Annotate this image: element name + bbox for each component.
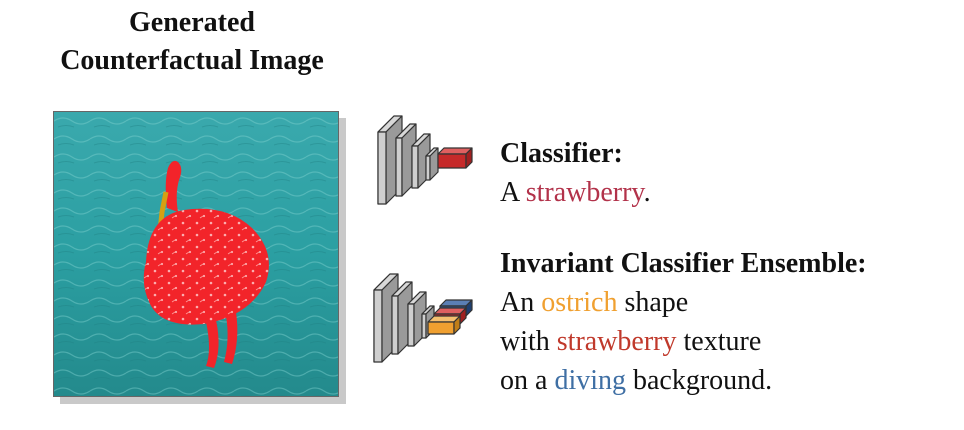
- ostrich-strawberry-illustration: [54, 112, 338, 396]
- counterfactual-image: [53, 111, 339, 397]
- title-line-1: Generated: [129, 7, 255, 38]
- classifier-heading: Classifier:: [500, 138, 623, 169]
- ostrich-shape: [143, 160, 269, 368]
- ensemble-line-shape: An ostrich shape: [500, 283, 867, 322]
- classifier-line: A strawberry.: [500, 173, 651, 212]
- ensemble-network-icon: [373, 273, 473, 363]
- title-line-2: Counterfactual Image: [60, 45, 324, 76]
- background-suffix: background.: [626, 365, 773, 396]
- figure-title: Generated Counterfactual Image: [0, 4, 384, 80]
- texture-suffix: texture: [676, 326, 762, 357]
- classifier-suffix: .: [643, 177, 651, 208]
- ensemble-prediction: Invariant Classifier Ensemble: An ostric…: [500, 244, 867, 400]
- classifier-prediction: Classifier: A strawberry.: [500, 134, 651, 212]
- texture-word: strawberry: [556, 326, 677, 357]
- background-word: diving: [554, 365, 626, 396]
- ensemble-heading: Invariant Classifier Ensemble:: [500, 248, 867, 279]
- shape-prefix: An: [500, 287, 542, 318]
- ensemble-line-background: on a diving background.: [500, 361, 867, 400]
- shape-word: ostrich: [541, 287, 618, 318]
- ensemble-line-texture: with strawberry texture: [500, 322, 867, 361]
- classifier-network-icon: [377, 115, 473, 205]
- background-prefix: on a: [500, 365, 555, 396]
- classifier-class-word: strawberry: [525, 177, 644, 208]
- texture-prefix: with: [500, 326, 557, 357]
- shape-suffix: shape: [617, 287, 689, 318]
- classifier-prefix: A: [500, 177, 526, 208]
